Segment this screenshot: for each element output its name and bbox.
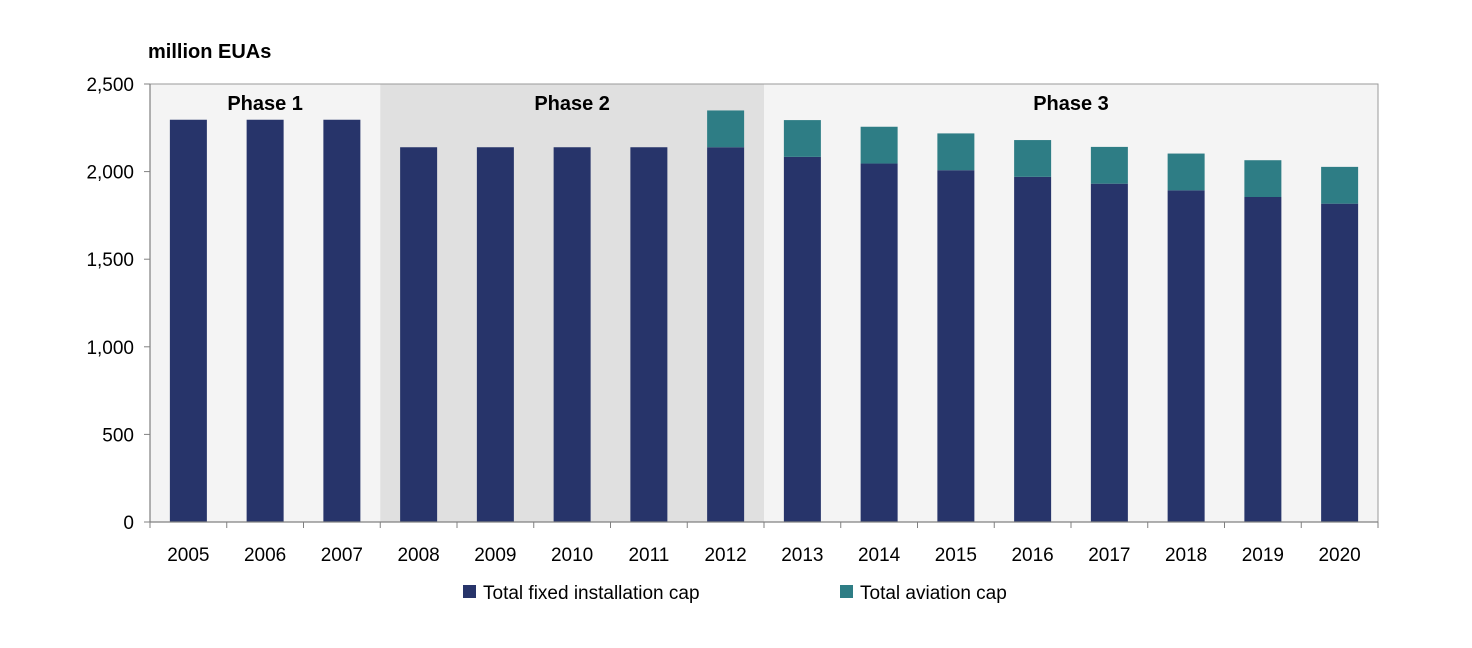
x-tick-label: 2019 <box>1242 545 1284 566</box>
y-tick-label: 2,500 <box>86 75 134 96</box>
bar-2020-series-2 <box>1321 166 1359 204</box>
bar-2017-series-1 <box>1090 183 1128 523</box>
x-tick-label: 2015 <box>935 545 977 566</box>
bar-2017-series-2 <box>1090 146 1128 184</box>
x-tick-label: 2016 <box>1011 545 1053 566</box>
phase-label-3: Phase 3 <box>1033 93 1109 115</box>
x-tick-label: 2006 <box>244 545 286 566</box>
bar-2016-series-1 <box>1014 176 1052 522</box>
bar-2015-series-1 <box>937 170 975 522</box>
legend-swatch-1 <box>463 585 476 598</box>
phase-label-1: Phase 1 <box>227 93 303 115</box>
bar-2016-series-2 <box>1014 140 1052 177</box>
bar-2019-series-2 <box>1244 160 1282 198</box>
x-tick-label: 2020 <box>1318 545 1360 566</box>
x-tick-label: 2008 <box>397 545 439 566</box>
x-tick-label: 2011 <box>628 545 669 566</box>
x-tick-label: 2013 <box>781 545 823 566</box>
bar-2015-series-2 <box>937 133 975 171</box>
x-tick-label: 2012 <box>704 545 746 566</box>
y-tick-label: 500 <box>102 425 134 446</box>
x-tick-label: 2009 <box>474 545 516 566</box>
bar-2020-series-1 <box>1321 203 1359 522</box>
bar-2007-series-1 <box>323 119 361 523</box>
bar-2014-series-2 <box>860 126 898 164</box>
bar-2012-series-2 <box>707 110 745 148</box>
phase-label-2: Phase 2 <box>534 93 610 115</box>
bars <box>169 110 1359 523</box>
x-tick-label: 2014 <box>858 545 901 566</box>
bar-2014-series-1 <box>860 163 898 522</box>
bar-2005-series-1 <box>169 119 207 523</box>
y-tick-label: 0 <box>123 513 134 534</box>
x-tick-label: 2005 <box>167 545 209 566</box>
bar-2013-series-2 <box>783 120 821 157</box>
bar-2009-series-1 <box>476 147 514 522</box>
x-tick-label: 2017 <box>1088 545 1130 566</box>
y-tick-label: 2,000 <box>86 163 134 184</box>
x-tick-label: 2010 <box>551 545 593 566</box>
bar-2019-series-1 <box>1244 197 1282 522</box>
bar-2018-series-1 <box>1167 190 1205 522</box>
y-tick-label: 1,000 <box>86 338 134 359</box>
x-tick-label: 2007 <box>321 545 363 566</box>
legend-label-2: Total aviation cap <box>860 583 1007 604</box>
bar-2006-series-1 <box>246 119 284 523</box>
legend-swatch-2 <box>840 585 853 598</box>
bar-2013-series-1 <box>783 156 821 523</box>
y-tick-label: 1,500 <box>86 250 134 271</box>
axes: million EUAs 0 500 1,000 1,500 2,000 2,500 200… <box>86 41 1379 566</box>
bar-2018-series-2 <box>1167 153 1205 191</box>
bar-2011-series-1 <box>630 147 668 522</box>
bar-2010-series-1 <box>553 147 591 522</box>
unit-label: million EUAs <box>148 41 271 63</box>
legend: Total fixed installation cap Total aviati… <box>463 583 1007 604</box>
x-tick-label: 2018 <box>1165 545 1207 566</box>
phase-background-3 <box>764 84 1378 522</box>
bar-2008-series-1 <box>400 147 438 522</box>
bar-2012-series-1 <box>707 147 745 522</box>
legend-label-1: Total fixed installation cap <box>483 583 700 604</box>
